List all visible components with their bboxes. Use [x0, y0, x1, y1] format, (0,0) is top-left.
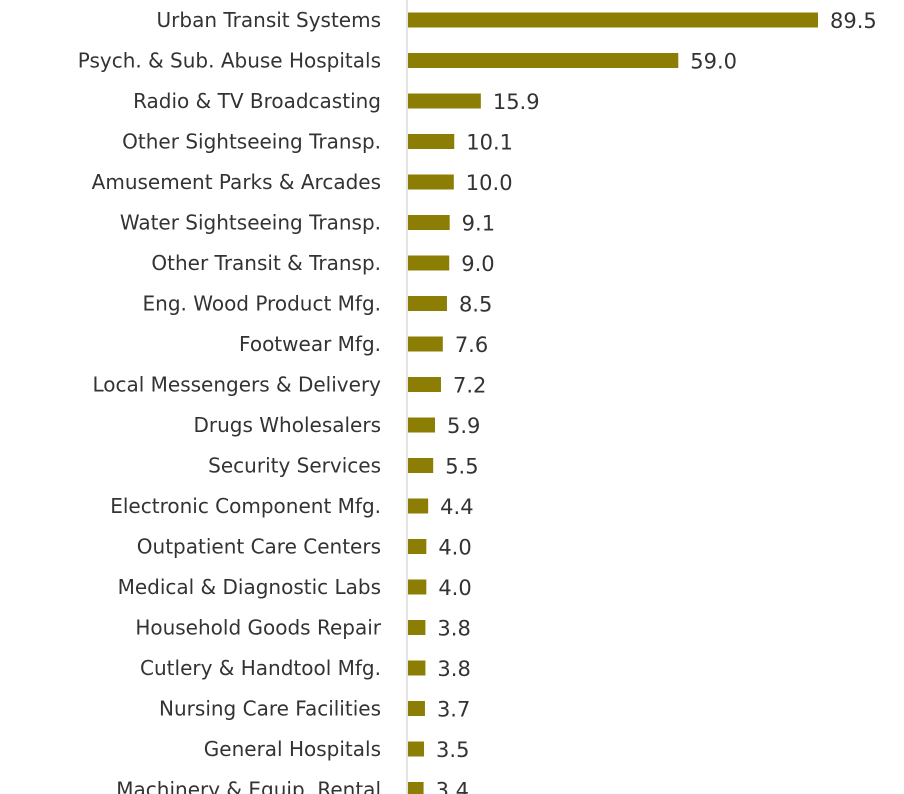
value-label: 3.8 — [437, 657, 470, 681]
value-label: 4.0 — [438, 576, 471, 600]
bar — [408, 134, 455, 149]
category-label: Other Sightseeing Transp. — [122, 130, 381, 154]
value-label: 10.0 — [466, 171, 513, 195]
category-label: Water Sightseeing Transp. — [120, 211, 381, 235]
bar — [408, 53, 679, 68]
value-label: 3.5 — [436, 738, 469, 762]
category-label: Cutlery & Handtool Mfg. — [140, 656, 381, 680]
bar — [408, 215, 450, 230]
category-label: Amusement Parks & Arcades — [92, 170, 381, 194]
value-label: 5.5 — [445, 455, 478, 479]
category-label: Footwear Mfg. — [239, 332, 381, 356]
category-label: Urban Transit Systems — [157, 8, 381, 32]
bar — [408, 296, 447, 311]
value-labels-group: 89.5 59.0 15.9 10.1 10.0 9.1 9.0 8.5 7.6 7.2 5.9 5.… — [436, 9, 877, 794]
value-label: 3.8 — [437, 617, 470, 641]
bar — [408, 255, 450, 271]
category-label: Other Transit & Transp. — [151, 251, 381, 275]
bar — [408, 174, 454, 190]
bar — [408, 701, 425, 716]
value-label: 7.6 — [455, 333, 488, 357]
bar — [408, 336, 443, 352]
value-label: 9.1 — [462, 212, 495, 236]
value-label: 59.0 — [690, 50, 737, 74]
bar — [408, 377, 441, 392]
category-label: Outpatient Care Centers — [137, 535, 381, 559]
bar — [408, 782, 424, 794]
value-label: 4.4 — [440, 495, 473, 519]
category-label: Medical & Diagnostic Labs — [118, 575, 381, 599]
value-label: 10.1 — [466, 131, 513, 155]
value-label: 5.9 — [447, 414, 480, 438]
bar — [408, 660, 426, 676]
category-label: Machinery & Equip. Rental — [116, 778, 381, 794]
bar — [408, 741, 425, 757]
value-label: 3.7 — [437, 698, 470, 722]
category-label: Local Messengers & Delivery — [92, 373, 381, 397]
value-label: 15.9 — [493, 90, 540, 114]
category-label: Electronic Component Mfg. — [110, 494, 381, 518]
bars-group — [408, 12, 818, 794]
bar — [408, 12, 818, 28]
value-label: 89.5 — [830, 9, 877, 33]
category-label: Nursing Care Facilities — [159, 697, 381, 721]
bar — [408, 93, 481, 109]
bar — [408, 458, 434, 473]
value-label: 9.0 — [461, 252, 494, 276]
bar — [408, 620, 426, 635]
category-label: Psych. & Sub. Abuse Hospitals — [78, 49, 381, 73]
bar — [408, 539, 427, 554]
category-label: Drugs Wholesalers — [194, 413, 382, 437]
value-label: 8.5 — [459, 293, 492, 317]
category-label: Security Services — [208, 454, 381, 478]
category-labels-group: Urban Transit Systems Psych. & Sub. Abuse… — [78, 8, 382, 794]
category-label: General Hospitals — [204, 737, 381, 761]
category-label: Eng. Wood Product Mfg. — [143, 292, 382, 316]
category-label: Household Goods Repair — [135, 616, 381, 640]
bar — [408, 417, 436, 433]
category-label: Radio & TV Broadcasting — [133, 89, 381, 113]
bar — [408, 498, 429, 514]
value-label: 7.2 — [453, 374, 486, 398]
value-label: 3.4 — [436, 779, 469, 794]
value-label: 4.0 — [438, 536, 471, 560]
bar — [408, 579, 427, 595]
